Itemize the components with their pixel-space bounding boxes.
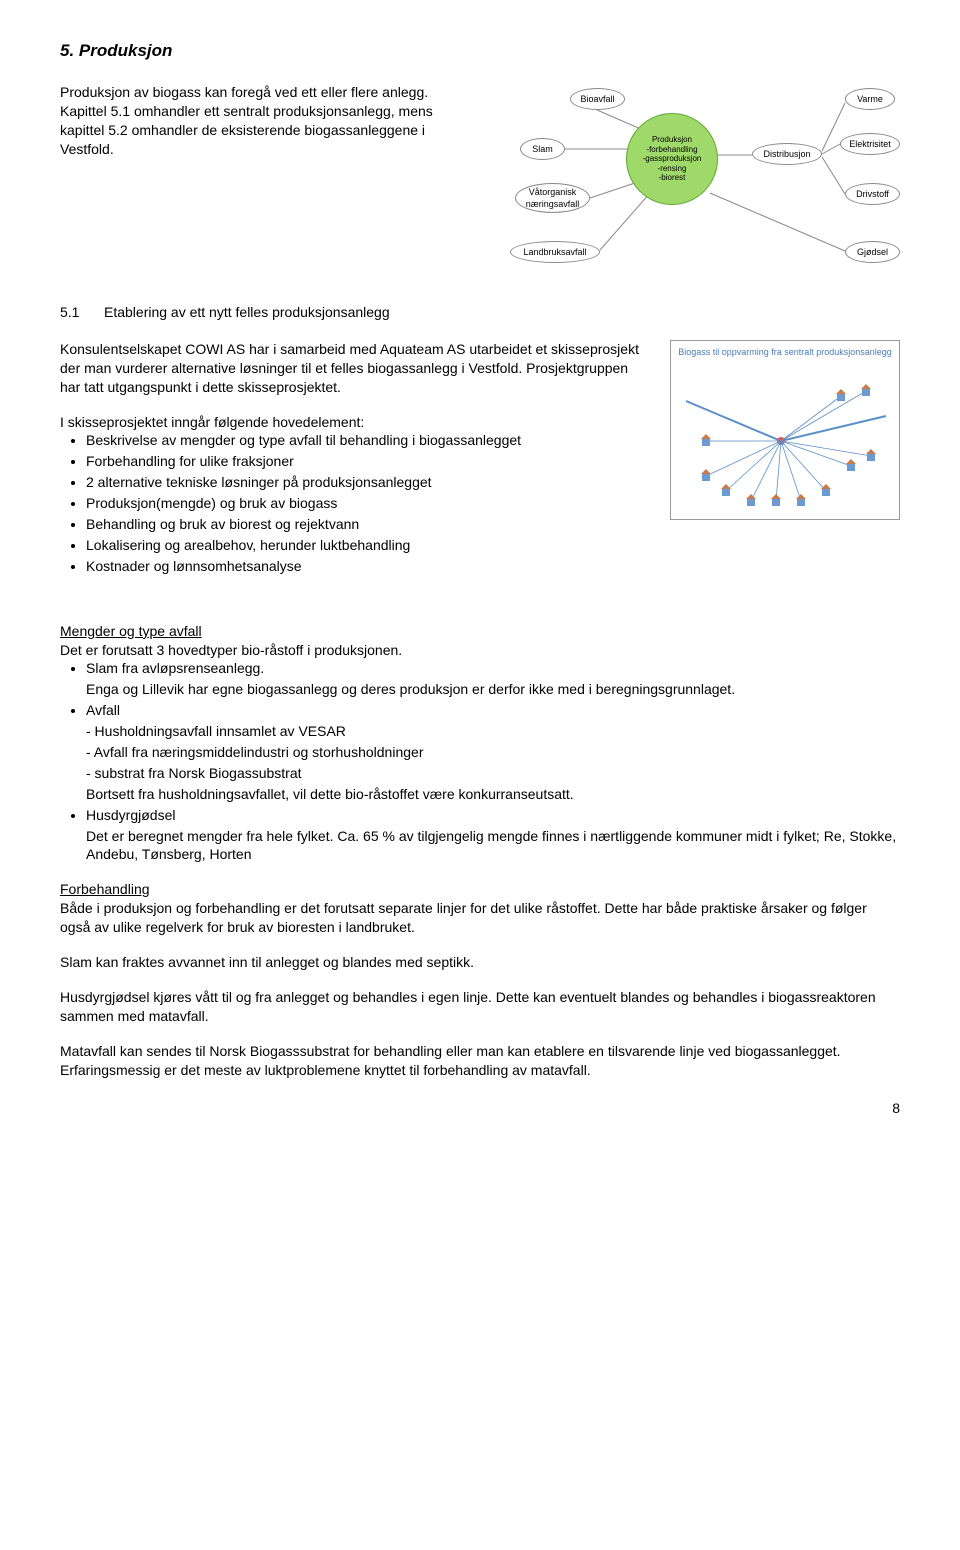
forbehandling-heading: Forbehandling [60, 880, 900, 899]
list-item: Behandling og bruk av biorest og rejektv… [86, 515, 640, 534]
node-produksjon-center: Produksjon -forbehandling -gassproduksjo… [626, 113, 718, 205]
mengder-intro: Det er forutsatt 3 hovedtyper bio-råstof… [60, 641, 900, 660]
list-item: Beskrivelse av mengder og type avfall ti… [86, 431, 640, 450]
section51-p2-lead: I skisseprosjektet inngår følgende hoved… [60, 413, 640, 432]
section-heading-wrap: 5. Produksjon [60, 40, 900, 63]
list-item-sub: Enga og Lillevik har egne biogassanlegg … [86, 680, 900, 699]
node-landbruk: Landbruksavfall [510, 241, 600, 263]
list-item-sub: - substrat fra Norsk Biogassubstrat [86, 764, 900, 783]
mengder-heading: Mengder og type avfall [60, 622, 900, 641]
list-item: Lokalisering og arealbehov, herunder luk… [86, 536, 640, 555]
intro-row: Produksjon av biogass kan foregå ved ett… [60, 83, 900, 273]
node-slam: Slam [520, 138, 565, 160]
forbehandling-section: Forbehandling Både i produksjon og forbe… [60, 880, 900, 1079]
list-item-sub: - Husholdningsavfall innsamlet av VESAR [86, 722, 900, 741]
list-item-sub: Det er beregnet mengder fra hele fylket.… [86, 827, 900, 865]
forbehandling-p1: Både i produksjon og forbehandling er de… [60, 899, 900, 937]
section51-p1: Konsulentselskapet COWI AS har i samarbe… [60, 340, 640, 397]
forbehandling-p3: Husdyrgjødsel kjøres vått til og fra anl… [60, 988, 900, 1026]
mengder-list: Slam fra avløpsrenseanlegg.Enga og Lille… [60, 659, 900, 864]
node-elektrisitet: Elektrisitet [840, 133, 900, 155]
mengder-section: Mengder og type avfall Det er forutsatt … [60, 622, 900, 865]
list-item: Forbehandling for ulike fraksjoner [86, 452, 640, 471]
node-distribusjon: Distribusjon [752, 143, 822, 165]
list-item-sub: Bortsett fra husholdningsavfallet, vil d… [86, 785, 900, 804]
section51-text: Konsulentselskapet COWI AS har i samarbe… [60, 340, 640, 592]
list-item-sub: - Avfall fra næringsmiddelindustri og st… [86, 743, 900, 762]
map-diagram: Biogass til oppvarming fra sentralt prod… [670, 340, 900, 520]
node-gjodsel: Gjødsel [845, 241, 900, 263]
subsection-number: 5.1 [60, 303, 104, 322]
forbehandling-p4: Matavfall kan sendes til Norsk Biogasssu… [60, 1042, 900, 1080]
page-number: 8 [60, 1099, 900, 1118]
section-heading: 5. Produksjon [60, 41, 172, 60]
section51-bullets: Beskrivelse av mengder og type avfall ti… [60, 431, 640, 575]
map-diagram-svg [671, 341, 901, 521]
list-item: Produksjon(mengde) og bruk av biogass [86, 494, 640, 513]
node-varme: Varme [845, 88, 895, 110]
list-item: Slam fra avløpsrenseanlegg.Enga og Lille… [86, 659, 900, 699]
node-drivstoff: Drivstoff [845, 183, 900, 205]
node-bioavfall: Bioavfall [570, 88, 625, 110]
section51-row: Konsulentselskapet COWI AS har i samarbe… [60, 340, 900, 592]
flow-diagram-figure: Bioavfall Slam Våtorganisk næringsavfall… [500, 83, 900, 273]
list-item: 2 alternative tekniske løsninger på prod… [86, 473, 640, 492]
intro-paragraph: Produksjon av biogass kan foregå ved ett… [60, 83, 470, 159]
list-item: Kostnader og lønnsomhetsanalyse [86, 557, 640, 576]
forbehandling-p2: Slam kan fraktes avvannet inn til anlegg… [60, 953, 900, 972]
map-diagram-figure: Biogass til oppvarming fra sentralt prod… [670, 340, 900, 592]
flow-diagram: Bioavfall Slam Våtorganisk næringsavfall… [500, 83, 900, 273]
list-item: Avfall- Husholdningsavfall innsamlet av … [86, 701, 900, 803]
subsection-heading: 5.1Etablering av ett nytt felles produks… [60, 303, 900, 322]
intro-text: Produksjon av biogass kan foregå ved ett… [60, 83, 470, 273]
subsection-title: Etablering av ett nytt felles produksjon… [104, 304, 390, 320]
node-vatorganisk: Våtorganisk næringsavfall [515, 183, 590, 213]
list-item: HusdyrgjødselDet er beregnet mengder fra… [86, 806, 900, 865]
